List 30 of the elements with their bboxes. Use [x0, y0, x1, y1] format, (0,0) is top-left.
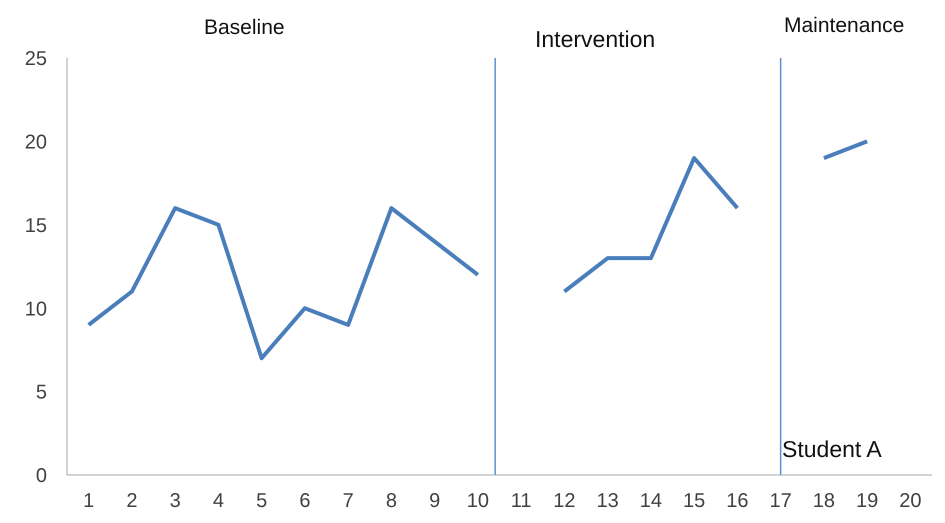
x-tick-label: 9: [429, 490, 440, 512]
x-tick-label: 16: [726, 490, 748, 512]
x-tick-label: 11: [510, 490, 532, 512]
x-tick-label: 20: [899, 490, 922, 512]
y-tick-label: 0: [36, 465, 47, 488]
text: Maintenance: [784, 14, 904, 38]
x-tick-label: 3: [170, 490, 181, 512]
x-tick-label: 5: [256, 490, 268, 512]
x-tick-label: 1: [83, 490, 94, 512]
x-tick-label: 7: [342, 490, 354, 512]
annotation: Student A: [782, 436, 882, 463]
x-tick-label: 15: [683, 490, 706, 512]
x-tick-label: 19: [856, 490, 878, 512]
x-tick-label: 13: [596, 490, 619, 512]
x-tick-label: 8: [386, 490, 397, 512]
x-tick-label: 6: [299, 490, 310, 512]
x-tick-label: 2: [126, 490, 138, 512]
y-tick-label: 5: [36, 382, 47, 404]
y-tick-label: 25: [24, 48, 47, 70]
x-tick-label: 12: [553, 490, 576, 512]
y-tick-label: 10: [24, 298, 47, 320]
y-tick-label: 20: [24, 132, 47, 154]
text: Intervention: [535, 26, 656, 53]
x-tick-label: 10: [466, 490, 489, 512]
x-tick-label: 17: [770, 490, 792, 512]
x-tick-label: 4: [212, 490, 224, 512]
x-tick-label: 14: [640, 490, 662, 512]
x-tick-label: 18: [812, 490, 835, 512]
y-tick-label: 15: [24, 214, 47, 237]
text: Baseline: [204, 16, 285, 40]
